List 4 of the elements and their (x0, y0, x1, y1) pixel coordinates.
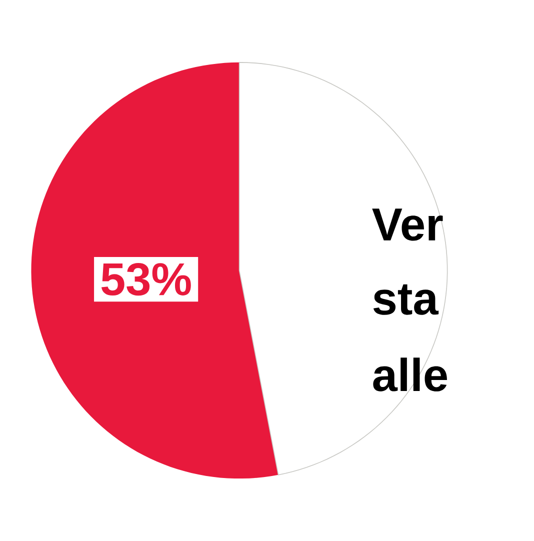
text: Ver (372, 208, 443, 241)
data-label: 53% (101, 262, 191, 296)
text: sta (373, 284, 439, 315)
text: alle (373, 358, 447, 392)
